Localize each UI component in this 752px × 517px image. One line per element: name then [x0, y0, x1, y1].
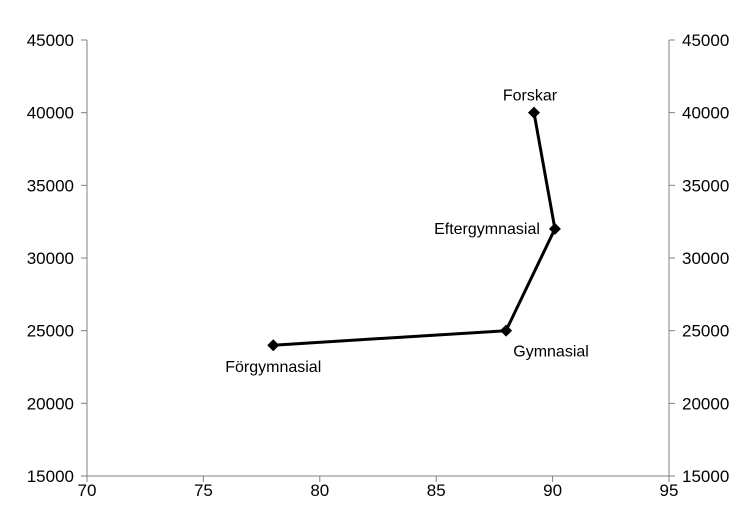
y-tick-label-right: 25000: [682, 322, 729, 341]
x-tick-label: 75: [194, 481, 213, 500]
y-tick-label-left: 35000: [27, 176, 74, 195]
y-tick-label-left: 15000: [27, 467, 74, 486]
x-tick-label: 90: [543, 481, 562, 500]
y-tick-label-right: 45000: [682, 31, 729, 50]
y-tick-label-left: 25000: [27, 322, 74, 341]
x-tick-label: 80: [310, 481, 329, 500]
data-point-marker: [267, 339, 280, 352]
series-path: [273, 112, 557, 347]
y-tick-label-right: 40000: [682, 104, 729, 123]
data-label: Gymnasial: [513, 344, 589, 361]
data-label: Eftergymnasial: [434, 221, 540, 238]
y-tick-label-left: 20000: [27, 394, 74, 413]
series-line: [267, 106, 561, 352]
data-point-marker: [548, 222, 561, 235]
data-label: Förgymnasial: [225, 359, 321, 376]
y-tick-label-left: 45000: [27, 31, 74, 50]
y-tick-label-right: 30000: [682, 249, 729, 268]
y-tick-label-left: 30000: [27, 249, 74, 268]
x-tick-label: 70: [78, 481, 97, 500]
x-tick-label: 85: [427, 481, 446, 500]
data-point-marker: [500, 324, 513, 337]
data-label: Forskar: [503, 88, 558, 105]
point-labels: Förgymnasial Gymnasial Eftergymnasial Forsk…: [225, 88, 589, 377]
y-tick-label-right: 20000: [682, 394, 729, 413]
y-tick-label-left: 40000: [27, 104, 74, 123]
x-tick-label: 95: [660, 481, 679, 500]
data-point-marker: [527, 106, 540, 119]
y-tick-label-right: 35000: [682, 176, 729, 195]
axes: 15000 15000 20000 20000 25000 25000 30000 30000…: [27, 31, 730, 500]
y-tick-label-right: 15000: [682, 467, 729, 486]
